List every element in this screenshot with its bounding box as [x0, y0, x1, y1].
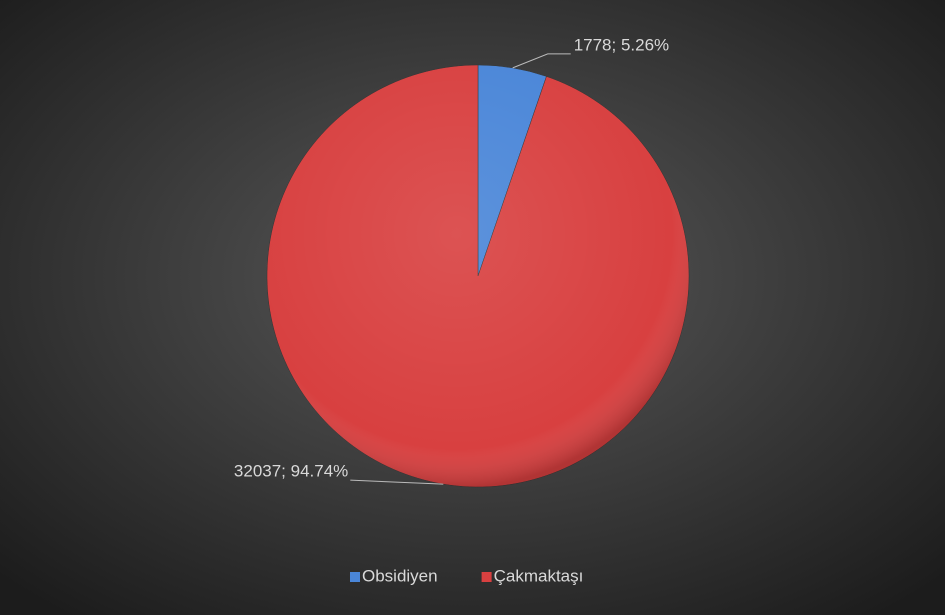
- pie-slice: [266, 64, 690, 488]
- data-label: 1778; 5.26%: [574, 35, 669, 54]
- legend-label: Obsidiyen: [362, 566, 438, 585]
- legend-label: Çakmaktaşı: [494, 566, 584, 585]
- legend-swatch: [481, 572, 492, 582]
- legend-swatch: [350, 572, 360, 582]
- data-label: 32037; 94.74%: [234, 462, 348, 481]
- leader-line: [512, 53, 571, 69]
